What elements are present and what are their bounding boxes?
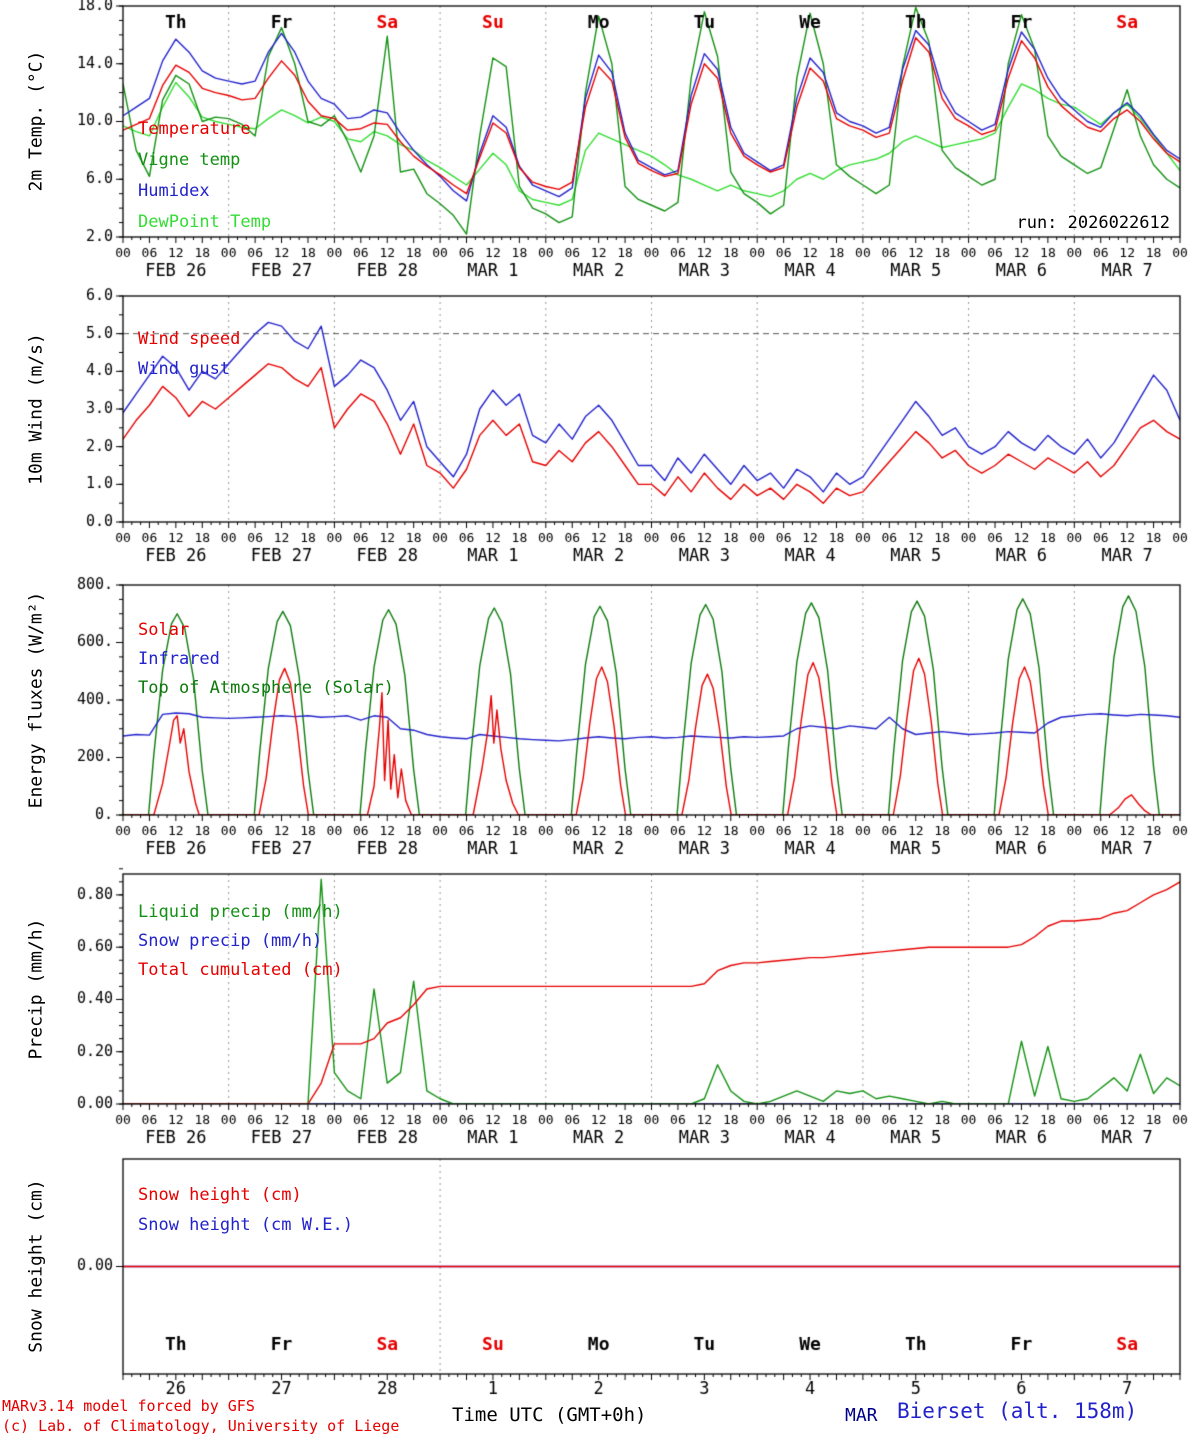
run-label: run: 2026022612 bbox=[1016, 213, 1170, 233]
y-axis-title-precip: Precip (mm/h) bbox=[25, 918, 47, 1060]
legend-temperature-panel: Temperature Vigne temp Humidex DewPoint … bbox=[138, 114, 271, 238]
legend-liquid-precip: Liquid precip (mm/h) bbox=[138, 902, 343, 922]
legend-infrared: Infrared bbox=[138, 649, 220, 669]
credit-model-line: MARv3.14 model forced by GFS bbox=[2, 1397, 255, 1415]
legend-solar: Solar bbox=[138, 620, 190, 640]
legend-fluxes-panel: Solar Infrared Top of Atmosphere (Solar) bbox=[138, 616, 394, 703]
legend-snow-panel: Snow height (cm) Snow height (cm W.E.) bbox=[138, 1180, 353, 1240]
legend-snow-precip: Snow precip (mm/h) bbox=[138, 931, 323, 951]
legend-snow-height-we: Snow height (cm W.E.) bbox=[138, 1215, 353, 1235]
legend-wind-gust: Wind gust bbox=[138, 359, 231, 379]
y-axis-title-wind: 10m Wind (m/s) bbox=[25, 333, 47, 485]
legend-dewpoint-temp: DewPoint Temp bbox=[138, 212, 272, 232]
legend-snow-height: Snow height (cm) bbox=[138, 1185, 302, 1205]
legend-total-cumulated: Total cumulated (cm) bbox=[138, 960, 343, 980]
legend-toa-solar: Top of Atmosphere (Solar) bbox=[138, 678, 394, 698]
legend-precip-panel: Liquid precip (mm/h) Snow precip (mm/h) … bbox=[138, 898, 343, 985]
legend-vigne-temp: Vigne temp bbox=[138, 150, 241, 170]
legend-wind-speed: Wind speed bbox=[138, 329, 241, 349]
model-name: MAR bbox=[845, 1405, 878, 1426]
legend-wind-panel: Wind speed Wind gust bbox=[138, 324, 240, 384]
legend-humidex: Humidex bbox=[138, 181, 210, 201]
time-axis-label: Time UTC (GMT+0h) bbox=[452, 1404, 647, 1426]
station-name: Bierset (alt. 158m) bbox=[897, 1399, 1138, 1423]
y-axis-title-snow: Snow height (cm) bbox=[25, 1179, 47, 1353]
y-axis-title-fluxes: Energy fluxes (W/m²) bbox=[25, 591, 47, 809]
y-axis-title-temperature: 2m Temp. (°C) bbox=[25, 50, 47, 192]
credit-lab-line: (c) Lab. of Climatology, University of L… bbox=[2, 1417, 400, 1435]
legend-temperature: Temperature bbox=[138, 119, 251, 139]
